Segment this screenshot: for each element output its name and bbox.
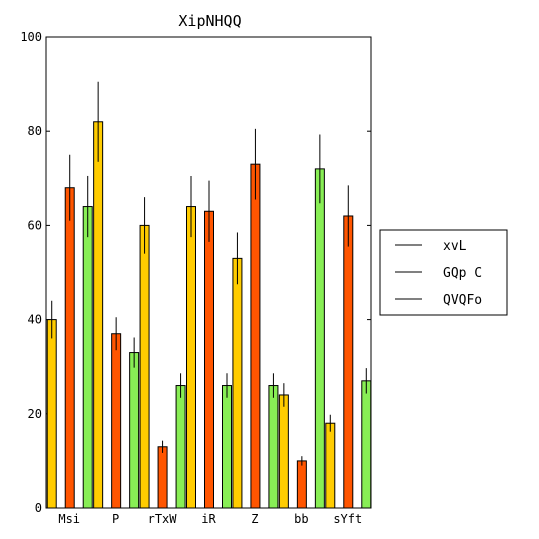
bar: [325, 422, 336, 509]
y-tick-label: 20: [28, 407, 42, 421]
bar: [361, 380, 372, 509]
bar: [204, 210, 214, 509]
legend-label: xvL: [443, 239, 467, 254]
bar: [46, 319, 57, 509]
bar: [129, 352, 140, 509]
legend-label: QVQFo: [443, 293, 482, 308]
legend: xvL GQp C QVQFo: [379, 229, 508, 316]
chart-title: XipNHQQ: [178, 12, 241, 30]
bar: [157, 446, 168, 509]
bar: [93, 121, 104, 509]
y-tick-label: 0: [35, 501, 42, 515]
bar: [268, 385, 279, 509]
bar: [111, 333, 122, 509]
bar: [175, 385, 186, 509]
x-tick-label: iR: [201, 512, 216, 526]
y-tick-label: 80: [28, 124, 42, 138]
bar: [139, 224, 150, 509]
bar: [64, 187, 75, 509]
y-tick-label: 60: [28, 218, 42, 232]
bar: [186, 206, 196, 509]
x-tick-label: P: [112, 512, 119, 526]
x-tick-label: bb: [294, 512, 308, 526]
legend-label: GQp C: [443, 266, 482, 281]
y-tick-label: 40: [28, 313, 42, 327]
bar: [232, 257, 243, 509]
bar: [314, 168, 325, 509]
bars: [46, 81, 372, 509]
x-tick-label: Z: [251, 512, 258, 526]
x-tick-label: rTxW: [148, 512, 178, 526]
y-axis: 0 20 40 60 80 100: [20, 30, 371, 515]
x-tick-label: sYft: [333, 512, 362, 526]
bar: [250, 163, 261, 509]
x-tick-label: Msi: [58, 512, 80, 526]
y-tick-label: 100: [20, 30, 42, 44]
bar: [82, 206, 93, 509]
bar: [296, 460, 307, 509]
bar: [278, 394, 289, 509]
bar: [343, 215, 354, 509]
bar: [222, 385, 232, 509]
